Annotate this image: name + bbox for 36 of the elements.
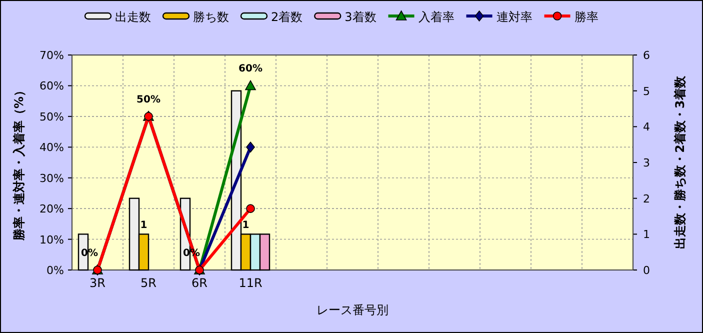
data-label: 1 — [242, 220, 250, 232]
x-axis-title: レース番号別 — [316, 303, 388, 317]
legend-label: 2着数 — [271, 10, 303, 24]
y2-tick-label: 4 — [643, 120, 650, 134]
point — [245, 80, 256, 90]
legend-label: 勝ち数 — [193, 10, 229, 24]
y2-tick-label: 1 — [643, 228, 650, 242]
x-tick-label: 6R — [192, 276, 208, 290]
legend-label: 出走数 — [115, 10, 151, 24]
data-label: 60% — [238, 64, 262, 75]
y-tick-label: 20% — [40, 202, 64, 216]
x-tick-label: 3R — [90, 276, 106, 290]
y-tick-label: 0% — [46, 264, 64, 277]
point — [246, 142, 255, 153]
legend-label: 連対率 — [496, 10, 532, 24]
y2-tick-label: 5 — [643, 84, 650, 98]
point — [246, 204, 255, 213]
legend-label: 3着数 — [344, 10, 376, 24]
legend-label: 勝率 — [574, 10, 598, 24]
data-label: 50% — [136, 94, 160, 106]
y-tick-label: 30% — [40, 172, 64, 185]
y-tick-label: 10% — [40, 233, 64, 246]
x-tick-label: 11R — [238, 276, 262, 290]
legend-label: 入着率 — [418, 10, 454, 24]
y2-tick-label: 0 — [643, 264, 650, 277]
x-tick-label: 5R — [140, 276, 156, 290]
y-tick-label: 40% — [40, 141, 64, 154]
y2-tick-label: 3 — [643, 156, 650, 170]
y2-tick-label: 6 — [643, 49, 650, 62]
data-label: 1 — [140, 220, 148, 232]
y2-axis-title: 出走数・勝ち数・2着数・3着数 — [673, 75, 687, 249]
y-tick-label: 60% — [40, 80, 64, 93]
y2-tick-label: 2 — [643, 192, 650, 206]
y-tick-label: 50% — [40, 110, 64, 124]
y-tick-label: 70% — [40, 49, 64, 62]
y-axis-title: 勝率・連対率・入着率（%） — [12, 84, 26, 242]
